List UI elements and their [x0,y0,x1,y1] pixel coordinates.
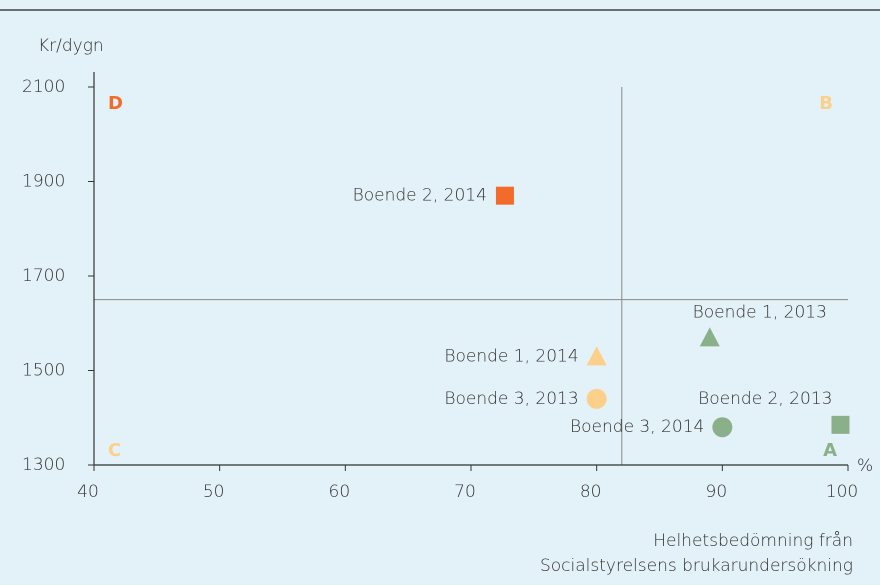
x-tick-label: 80 [580,482,602,502]
point-label: Boende 3, 2014 [570,417,704,437]
point [586,388,607,409]
quadrant-label: D [108,93,123,114]
x-tick-label: 100 [826,482,858,502]
x-tick-label: 90 [706,482,728,502]
y-tick-label: 2100 [22,77,65,97]
point [586,346,607,366]
x-tick-label: 50 [203,482,225,502]
point-label: Boende 2, 2014 [353,186,487,206]
point [831,415,850,434]
x-axis-label: Socialstyrelsens brukarundersökning [540,556,853,576]
x-unit: % [857,456,873,476]
x-axis-label: Helhetsbedömning från [653,530,853,551]
quadrant-label: A [823,440,837,461]
point [495,186,514,205]
point [712,417,733,438]
point-label: Boende 1, 2014 [444,346,578,366]
x-tick-label: 60 [329,482,351,502]
x-tick-label: 40 [77,482,99,502]
y-tick-label: 1900 [22,172,65,192]
y-tick-label: 1700 [22,266,65,286]
point-label: Boende 1, 2013 [693,302,827,322]
quadrant-label: B [819,93,833,114]
point-label: Boende 3, 2013 [444,389,578,409]
y-tick-label: 1300 [22,455,65,475]
quadrant-label: C [108,440,121,461]
point-label: Boende 2, 2013 [698,389,832,409]
point [699,327,720,347]
x-tick-label: 70 [454,482,476,502]
y-axis-label: Kr/dygn [38,36,104,56]
y-tick-label: 1500 [22,361,65,381]
